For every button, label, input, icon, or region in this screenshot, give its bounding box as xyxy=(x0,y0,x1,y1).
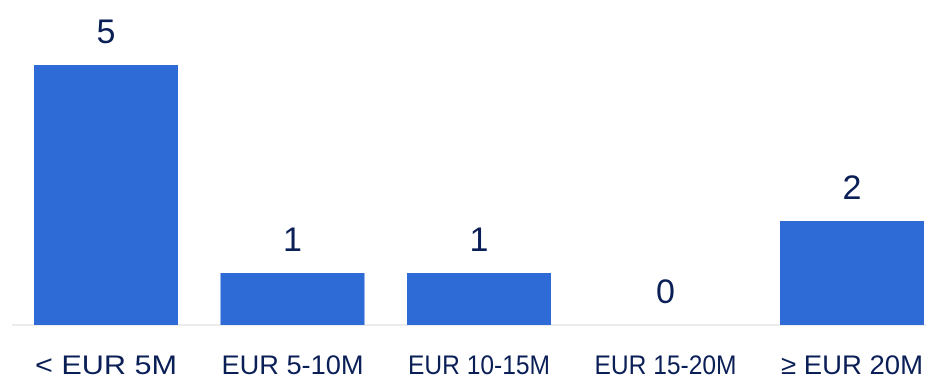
x-tick-label-1: EUR 5-10M xyxy=(222,350,364,380)
x-tick-label-3: EUR 15-20M xyxy=(595,350,737,380)
bar-1 xyxy=(220,273,365,325)
x-tick-labels-group: < EUR 5M EUR 5-10M EUR 10-15M EUR 15-20M ≥ E… xyxy=(35,350,923,380)
x-tick-label-2: EUR 10-15M xyxy=(408,350,550,380)
bar-value-label-0: 5 xyxy=(97,13,116,51)
bars-group xyxy=(34,65,924,325)
x-tick-label-0: < EUR 5M xyxy=(35,350,177,380)
x-tick-label-4: ≥ EUR 20M xyxy=(781,350,923,380)
bar-value-label-3: 0 xyxy=(656,273,675,311)
bar-4 xyxy=(780,221,924,325)
bar-value-label-2: 1 xyxy=(470,221,489,259)
bar-value-label-4: 2 xyxy=(843,169,862,207)
bar-value-label-1: 1 xyxy=(283,221,302,259)
value-labels-group: 5 1 1 0 2 xyxy=(97,13,862,311)
bar-0 xyxy=(34,65,178,325)
bar-2 xyxy=(407,273,551,325)
